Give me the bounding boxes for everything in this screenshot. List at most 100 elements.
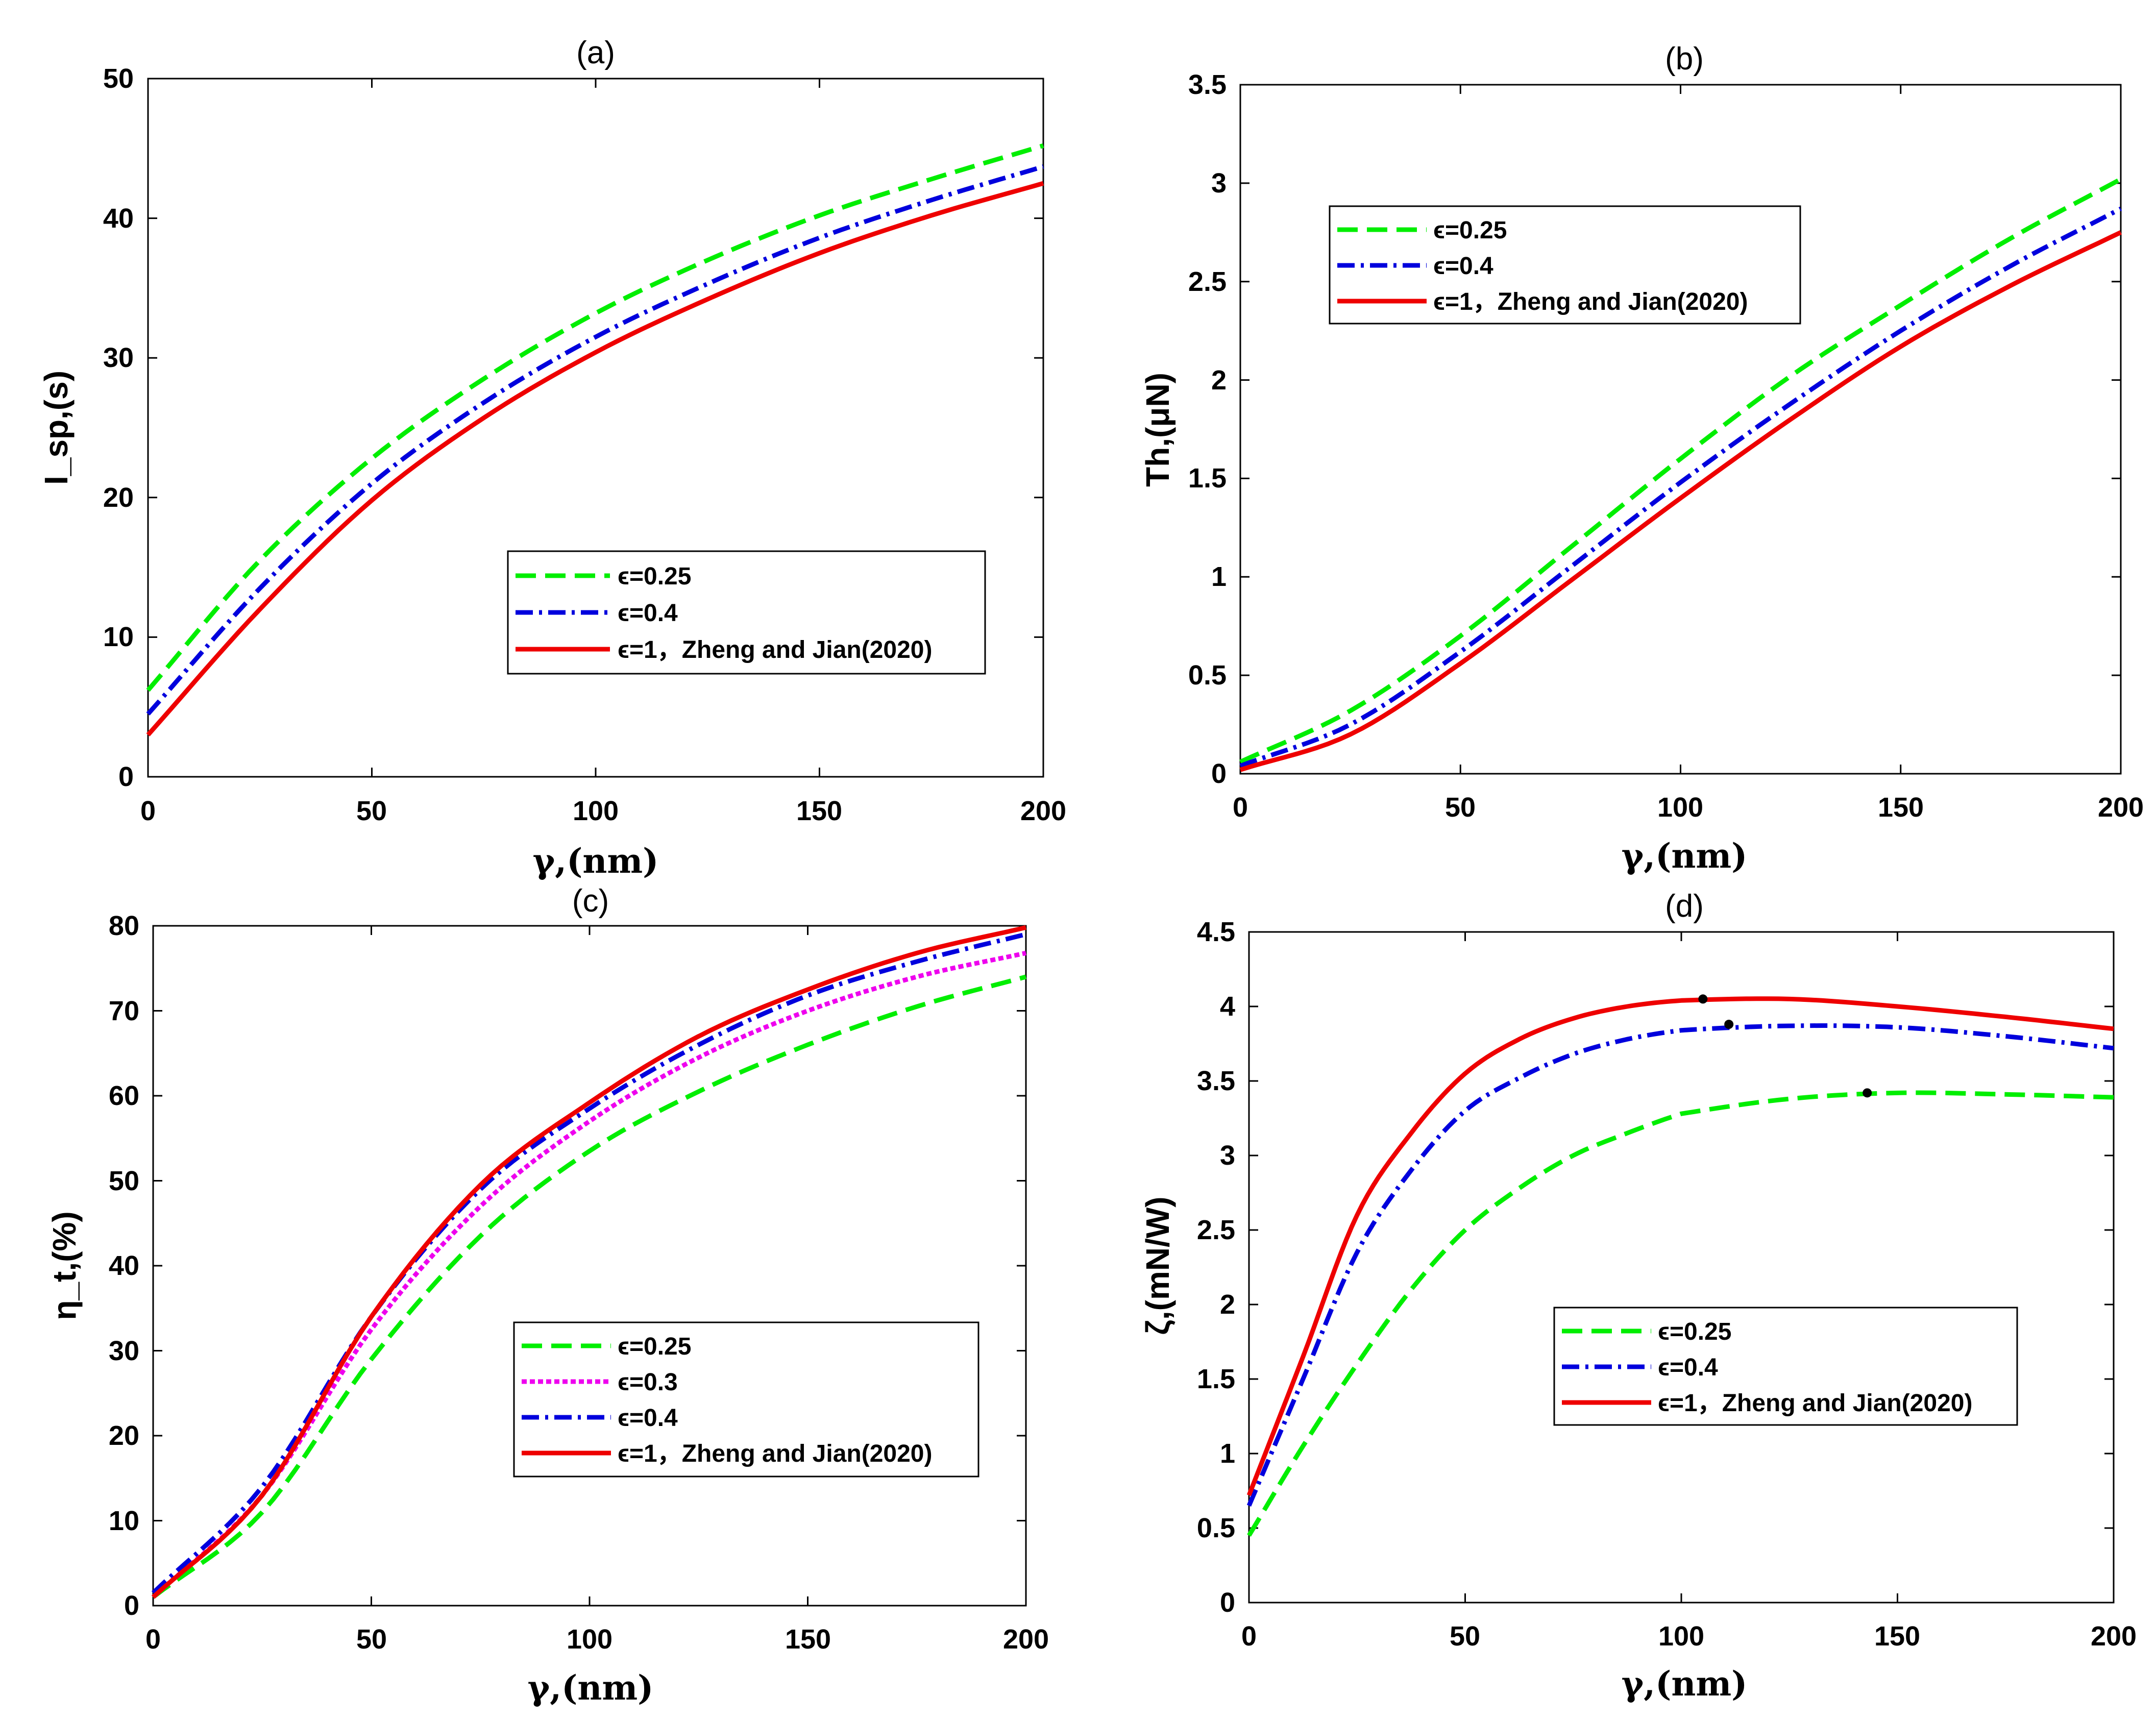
panel-c-ytick-3: 30 bbox=[109, 1336, 139, 1366]
panel-a-legend-label-2: ϵ=1，Zheng and Jian(2020) bbox=[618, 636, 932, 663]
panel-d-markers bbox=[1698, 994, 1872, 1098]
panel-d-ytick-0: 0 bbox=[1220, 1587, 1235, 1618]
panel-c-ytick-8: 80 bbox=[109, 911, 139, 941]
panel-c-xtick-0: 0 bbox=[145, 1624, 161, 1655]
panel-c-xtick-2: 100 bbox=[567, 1624, 612, 1655]
panel-a-xtick-3: 150 bbox=[796, 796, 842, 826]
panel-b-ylabel: Th,(μN) bbox=[1139, 373, 1176, 487]
panel-d-xtick-3: 150 bbox=[1874, 1621, 1920, 1652]
panel-a-legend-label-0: ϵ=0.25 bbox=[618, 563, 691, 590]
panel-d-series-eps1 bbox=[1246, 996, 2114, 1496]
panel-d-legend-label-2: ϵ=1，Zheng and Jian(2020) bbox=[1658, 1390, 1972, 1417]
panel-b-series-eps04 bbox=[1239, 206, 2122, 768]
panel-a-legend-label-1: ϵ=0.4 bbox=[618, 600, 678, 627]
panel-c-xtick-1: 50 bbox=[356, 1624, 387, 1655]
panel-c: (c) 0 50 100 150 200 0 10 20 30 40 50 60… bbox=[46, 883, 1049, 1708]
panel-c-series-eps03 bbox=[151, 950, 1026, 1599]
panel-d-series-eps04 bbox=[1246, 1023, 2114, 1507]
panel-d-xtick-1: 50 bbox=[1450, 1621, 1480, 1652]
panel-b-series-eps1 bbox=[1239, 230, 2122, 772]
panel-b-ytick-2: 1 bbox=[1211, 561, 1227, 592]
panel-d-ytick-1: 0.5 bbox=[1197, 1513, 1235, 1543]
panel-c-ytick-0: 0 bbox=[124, 1590, 139, 1621]
panel-c-legend-label-2: ϵ=0.4 bbox=[618, 1405, 678, 1432]
panel-b-xtick-2: 100 bbox=[1657, 792, 1703, 823]
panel-b-xtick-3: 150 bbox=[1878, 792, 1924, 823]
panel-a: (a) 0 50 100 150 200 0 10 20 30 40 50 γ,… bbox=[38, 35, 1066, 881]
panel-b-series bbox=[1239, 177, 2122, 772]
panel-d-ytick-6: 3 bbox=[1220, 1140, 1235, 1171]
panel-d-series-eps025 bbox=[1247, 1090, 2114, 1537]
panel-b-series-eps025 bbox=[1239, 177, 2122, 764]
panel-c-axes-box bbox=[152, 925, 1027, 1607]
panel-b-legend: ϵ=0.25 ϵ=0.4 ϵ=1，Zheng and Jian(2020) bbox=[1329, 205, 1801, 325]
panel-a-series-eps1 bbox=[146, 181, 1044, 736]
panel-b-ytick-4: 2 bbox=[1211, 365, 1227, 396]
panel-a-ylabel: I_sp,(s) bbox=[38, 371, 75, 485]
panel-d-ytick-7: 3.5 bbox=[1197, 1066, 1235, 1096]
panel-c-ytick-2: 20 bbox=[109, 1420, 139, 1451]
panel-d-ticks bbox=[1248, 931, 2115, 1604]
panel-c-series bbox=[151, 925, 1028, 1599]
panel-c-series-eps025 bbox=[152, 974, 1027, 1599]
panel-b-xtick-4: 200 bbox=[2098, 792, 2144, 823]
panel-d-marker-2 bbox=[1863, 1088, 1872, 1098]
panel-b-legend-label-0: ϵ=0.25 bbox=[1433, 217, 1507, 244]
panel-d-legend: ϵ=0.25 ϵ=0.4 ϵ=1，Zheng and Jian(2020) bbox=[1553, 1307, 2018, 1426]
panel-a-xtick-2: 100 bbox=[573, 796, 619, 826]
panel-a-ticks bbox=[147, 78, 1044, 778]
panel-a-xtick-1: 50 bbox=[356, 796, 387, 826]
panel-c-legend-label-3: ϵ=1，Zheng and Jian(2020) bbox=[618, 1440, 932, 1467]
panel-d-ytick-8: 4 bbox=[1220, 991, 1235, 1022]
panel-d: (d) 0 50 100 150 200 0 0.5 1 1.5 2 2.5 3… bbox=[1139, 889, 2137, 1704]
panel-c-ticks bbox=[152, 925, 1027, 1607]
panel-b: (b) 0 50 100 150 200 0 0.5 1 1.5 2 2.5 3… bbox=[1139, 41, 2144, 876]
panel-c-xtick-4: 200 bbox=[1003, 1624, 1049, 1655]
panel-b-ytick-0: 0 bbox=[1211, 758, 1227, 789]
panel-b-xtick-1: 50 bbox=[1445, 792, 1476, 823]
panel-c-ytick-4: 40 bbox=[109, 1250, 139, 1281]
panel-b-legend-label-2: ϵ=1，Zheng and Jian(2020) bbox=[1433, 288, 1748, 315]
panel-c-title: (c) bbox=[572, 883, 609, 919]
panel-c-legend-label-1: ϵ=0.3 bbox=[618, 1369, 678, 1396]
panel-a-series-eps025 bbox=[146, 143, 1044, 692]
panel-d-title: (d) bbox=[1665, 889, 1704, 924]
panel-b-ytick-3: 1.5 bbox=[1188, 463, 1227, 494]
panel-a-ytick-3: 30 bbox=[103, 342, 134, 373]
panel-b-title: (b) bbox=[1665, 41, 1704, 77]
panel-a-ytick-2: 20 bbox=[103, 482, 134, 513]
panel-a-series-eps04 bbox=[146, 164, 1044, 716]
panel-a-ytick-1: 10 bbox=[103, 622, 134, 652]
panel-c-ytick-1: 10 bbox=[109, 1506, 139, 1536]
panel-b-ticks bbox=[1239, 84, 2122, 775]
panel-a-xlabel: γ,(nm) bbox=[533, 841, 659, 881]
panel-b-axes-box bbox=[1239, 84, 2122, 775]
panel-c-ytick-5: 50 bbox=[109, 1166, 139, 1196]
panel-b-ytick-1: 0.5 bbox=[1188, 660, 1227, 691]
panel-d-xtick-2: 100 bbox=[1658, 1621, 1704, 1652]
panel-c-series-eps04 bbox=[151, 932, 1028, 1595]
panel-d-xtick-0: 0 bbox=[1241, 1621, 1257, 1652]
panel-c-legend-label-0: ϵ=0.25 bbox=[618, 1333, 691, 1360]
panel-d-ytick-5: 2.5 bbox=[1197, 1215, 1235, 1245]
panel-d-legend-label-1: ϵ=0.4 bbox=[1658, 1354, 1718, 1381]
panel-d-marker-0 bbox=[1698, 994, 1708, 1004]
panel-a-legend: ϵ=0.25 ϵ=0.4 ϵ=1，Zheng and Jian(2020) bbox=[507, 550, 986, 675]
panel-c-xtick-3: 150 bbox=[785, 1624, 831, 1655]
panel-a-ytick-0: 0 bbox=[118, 761, 134, 792]
panel-d-xtick-4: 200 bbox=[2091, 1621, 2137, 1652]
panel-a-xtick-4: 200 bbox=[1020, 796, 1066, 826]
panel-d-ytick-3: 1.5 bbox=[1197, 1364, 1235, 1394]
panel-d-xlabel: γ,(nm) bbox=[1622, 1664, 1748, 1704]
panel-d-ytick-4: 2 bbox=[1220, 1289, 1235, 1320]
panel-b-xtick-0: 0 bbox=[1233, 792, 1248, 823]
panel-d-ytick-2: 1 bbox=[1220, 1438, 1235, 1469]
panel-b-ytick-6: 3 bbox=[1211, 168, 1227, 199]
panel-b-xlabel: γ,(nm) bbox=[1622, 836, 1748, 876]
panel-b-legend-label-1: ϵ=0.4 bbox=[1433, 253, 1493, 280]
panel-c-legend: ϵ=0.25 ϵ=0.3 ϵ=0.4 ϵ=1，Zheng and Jian(20… bbox=[513, 1321, 979, 1478]
panel-a-ytick-5: 50 bbox=[103, 63, 134, 94]
panel-a-ytick-4: 40 bbox=[103, 203, 134, 234]
panel-c-xlabel: γ,(nm) bbox=[528, 1668, 654, 1708]
